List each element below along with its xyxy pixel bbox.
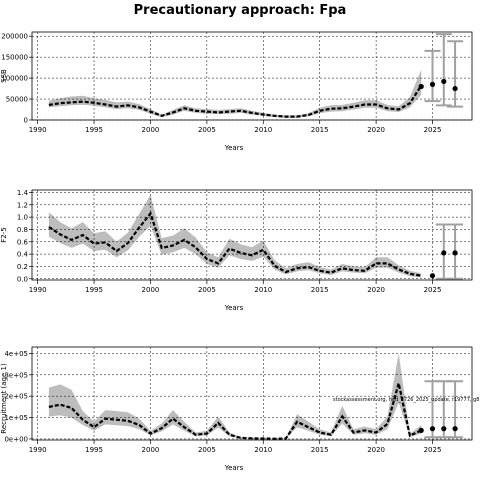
forecast-interval	[435, 33, 452, 107]
y-tick-label: 0.0	[17, 275, 28, 283]
estimate-line	[48, 383, 422, 440]
x-tick-label: 2010	[254, 126, 272, 134]
plot-frame	[31, 189, 473, 281]
y-tick-label: 1e+05	[4, 414, 28, 422]
x-tick-label: 2020	[367, 286, 385, 294]
x-tick-label: 2000	[142, 126, 160, 134]
plot-frame	[31, 31, 473, 121]
y-tick-label: 150000	[1, 54, 28, 62]
y-tick-label: 3e+05	[4, 371, 28, 379]
y-tick-label: 1.2	[17, 201, 28, 209]
x-tick-label: 1995	[85, 446, 103, 454]
y-tick-label: 0.4	[17, 251, 29, 259]
y-tick-label: 0.2	[17, 263, 28, 271]
x-tick-label: 2010	[254, 286, 272, 294]
assessment-annotation: stockassessment.org, hed_2726_2025_updat…	[333, 397, 480, 403]
x-tick-label: 1990	[29, 126, 47, 134]
panel-f: 1990 1995 2000 2005 2010 2015 2020 2025 0.0 0.2 0.…	[0, 189, 473, 312]
y-axis-label: F2-5	[0, 227, 8, 242]
figure-title: Precautionary approach: Fpa	[134, 3, 347, 18]
forecast-point	[441, 78, 447, 85]
x-tick-label: 2015	[311, 446, 329, 454]
x-tick-label: 2010	[254, 446, 272, 454]
x-tick-label: 2015	[311, 126, 329, 134]
x-tick-label: 2020	[367, 126, 385, 134]
y-tick-label: 2e+05	[4, 393, 28, 401]
forecast-point	[429, 273, 436, 279]
forecast-point	[452, 250, 458, 256]
y-tick-label: 1.4	[17, 189, 29, 197]
y-tick-label: 1.0	[17, 214, 28, 222]
forecast-point	[418, 427, 424, 433]
forecast-point	[441, 250, 447, 256]
panels: 1990 1995 2000 2005 2010 2015 2020 2025 0 50000 10…	[0, 31, 480, 472]
forecast-point	[441, 426, 447, 432]
forecast-interval	[447, 40, 464, 108]
x-tick-label: 2020	[367, 446, 385, 454]
forecast-interval	[424, 49, 441, 103]
plot-frame	[31, 346, 473, 441]
y-tick-label: 4e+05	[4, 350, 28, 358]
y-tick-label: 0.8	[17, 226, 28, 234]
forecast-point	[452, 85, 458, 92]
estimate-line	[48, 85, 423, 118]
confidence-band	[48, 353, 422, 439]
y-axis-label: Recruitment (age 1)	[0, 363, 8, 434]
panel-ssb: 1990 1995 2000 2005 2010 2015 2020 2025 0 50000 10…	[0, 31, 473, 152]
x-tick-label: 2000	[142, 446, 160, 454]
y-tick-label: 200000	[1, 33, 28, 41]
x-tick-label: 2005	[198, 126, 216, 134]
confidence-band	[48, 194, 422, 278]
y-tick-label: 50000	[6, 96, 28, 104]
forecast-point	[418, 83, 424, 90]
y-tick-label: 0e+00	[4, 435, 28, 443]
x-tick-label: 2025	[424, 126, 442, 134]
x-tick-label: 2015	[311, 286, 329, 294]
x-tick-label: 1990	[29, 286, 47, 294]
x-axis-label: Years	[224, 464, 244, 472]
x-tick-label: 1990	[29, 446, 47, 454]
y-tick-label: 100000	[1, 75, 28, 83]
x-tick-label: 1995	[85, 286, 103, 294]
x-axis-label: Years	[224, 304, 244, 312]
forecast-point	[452, 426, 458, 432]
x-tick-label: 2025	[424, 446, 442, 454]
forecast-point	[429, 426, 436, 432]
x-tick-label: 2025	[424, 286, 442, 294]
y-tick-label: 0.6	[17, 238, 29, 246]
x-axis-label: Years	[224, 144, 244, 152]
y-tick-label: 0	[24, 117, 28, 125]
confidence-band	[48, 69, 422, 118]
y-axis-label: SSB	[0, 69, 8, 83]
x-tick-label: 2000	[142, 286, 160, 294]
panel-rec: 1990 1995 2000 2005 2010 2015 2020 2025 0e+00 1e+…	[0, 346, 480, 472]
x-tick-label: 2005	[198, 446, 216, 454]
forecast-point	[429, 81, 436, 87]
x-tick-label: 2005	[198, 286, 216, 294]
x-tick-label: 1995	[85, 126, 103, 134]
